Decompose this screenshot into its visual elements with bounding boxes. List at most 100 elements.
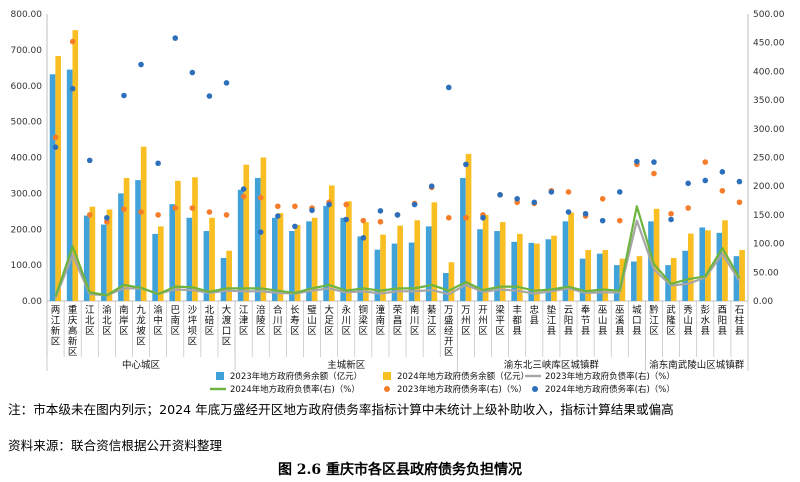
bar-2023: [562, 221, 569, 301]
point-2024-debt-ratio: [599, 217, 606, 224]
category-label-char: 南: [119, 304, 129, 316]
point-2024-debt-ratio: [189, 69, 196, 76]
left-tick-label: 800.00: [11, 10, 43, 20]
bar-2024: [346, 201, 352, 301]
point-2023-debt-ratio: [104, 218, 110, 225]
category-label-char: 隆: [666, 315, 676, 327]
category-label-char: 区: [188, 337, 198, 348]
point-2024-debt-ratio: [411, 201, 418, 208]
point-2023-debt-ratio: [189, 205, 196, 211]
bar-2024: [243, 164, 250, 301]
category-label-char: 区: [478, 326, 488, 337]
point-2023-debt-ratio: [343, 201, 350, 208]
point-2024-debt-ratio: [616, 189, 623, 195]
bar-2024: [55, 55, 62, 301]
chart-note: 注：市本级未在图内列示；2024 年底万盛经开区地方政府债务率指标计算中未统计上…: [8, 402, 674, 417]
category-label-char: 坝: [188, 326, 198, 337]
point-2024-debt-ratio: [172, 35, 179, 41]
category-label-char: 县: [615, 326, 625, 337]
bar-2024: [72, 30, 79, 301]
bar-2023: [682, 250, 688, 301]
category-label-char: 岸: [119, 316, 129, 327]
bar-2023: [152, 233, 158, 301]
point-2023-debt-ratio: [155, 212, 161, 218]
bar-2023: [237, 189, 244, 301]
category-label-char: 区: [461, 326, 471, 337]
group-label: 渝东南武陵山区城镇群: [649, 359, 745, 371]
bar-2023: [545, 239, 552, 301]
bar-2024: [89, 206, 96, 301]
point-2023-debt-ratio: [736, 199, 743, 206]
category-label-char: 阳: [564, 316, 574, 327]
category-label-char: 开: [478, 305, 488, 316]
left-tick-label: 300.00: [11, 189, 43, 199]
bar-2023: [323, 205, 329, 301]
bar-2024: [602, 250, 609, 301]
category-label-char: 万: [461, 305, 471, 316]
bar-2023: [460, 177, 466, 301]
category-label-char: 荣: [393, 304, 403, 316]
category-label-char: 大: [222, 304, 232, 316]
category-label-char: 重: [68, 304, 78, 316]
category-label-char: 涪: [256, 304, 266, 316]
bar-2024: [192, 177, 198, 301]
bar-2023: [254, 177, 261, 301]
category-label-char: 潼: [376, 304, 386, 316]
category-label-char: 区: [649, 326, 659, 337]
bar-2023: [203, 231, 210, 301]
point-2024-debt-ratio: [445, 84, 452, 91]
bar-2023: [699, 227, 706, 301]
bar-2024: [568, 212, 574, 301]
category-label-char: 区: [273, 326, 283, 337]
category-label-char: 垫: [547, 304, 557, 316]
bar-2024: [328, 185, 335, 301]
point-2024-debt-ratio: [326, 201, 332, 208]
point-2023-debt-ratio: [463, 214, 469, 221]
category-label-char: 梁: [359, 315, 369, 327]
point-2024-debt-ratio: [69, 85, 76, 92]
bar-2024: [517, 233, 523, 301]
bar-2023: [528, 242, 535, 301]
bar-2023: [169, 204, 176, 301]
bar-2023: [442, 273, 449, 301]
bar-2023: [733, 256, 740, 301]
category-label-char: 川: [410, 316, 420, 327]
category-label-char: 江: [547, 316, 557, 327]
bar-2024: [551, 235, 557, 301]
category-label-char: 北: [205, 305, 215, 316]
category-label-char: 梁: [495, 304, 505, 316]
data-source: 资料来源：联合资信根据公开资料整理: [8, 438, 223, 453]
category-label-char: 酉: [718, 305, 728, 316]
right-tick-label: 400.00: [753, 67, 785, 77]
category-label-char: 县: [735, 326, 745, 337]
point-2024-debt-ratio: [206, 93, 213, 99]
point-2024-debt-ratio: [257, 229, 264, 235]
category-label-char: 江: [649, 316, 659, 327]
category-label-char: 九: [136, 304, 146, 316]
point-2023-debt-ratio: [292, 203, 298, 210]
point-2024-debt-ratio: [394, 212, 401, 218]
category-label-char: 秀: [683, 304, 693, 316]
bar-2024: [294, 224, 301, 301]
category-label-char: 都: [512, 316, 522, 327]
category-label-char: 中: [153, 315, 163, 327]
category-label-char: 寿: [290, 315, 300, 327]
left-tick-label: 100.00: [11, 261, 43, 271]
category-label-char: 州: [461, 316, 471, 327]
group-label: 中心城区: [122, 359, 161, 371]
bar-2023: [357, 236, 364, 301]
left-tick-label: 600.00: [11, 82, 43, 92]
point-2023-debt-ratio: [206, 209, 213, 215]
category-label-char: 区: [153, 326, 163, 337]
figure-caption: 图 2.6 重庆市各区县政府债务负担情况: [277, 462, 523, 478]
category-label-char: 万: [444, 305, 454, 316]
bar-2024: [414, 220, 421, 301]
bar-2023: [306, 221, 312, 301]
point-2024-debt-ratio: [702, 177, 709, 184]
point-2023-debt-ratio: [360, 217, 367, 224]
point-2023-debt-ratio: [702, 159, 709, 165]
point-2024-debt-ratio: [634, 158, 640, 165]
point-2024-debt-ratio: [121, 92, 127, 99]
category-label-char: 陵: [256, 316, 266, 327]
point-2024-debt-ratio: [104, 214, 110, 221]
